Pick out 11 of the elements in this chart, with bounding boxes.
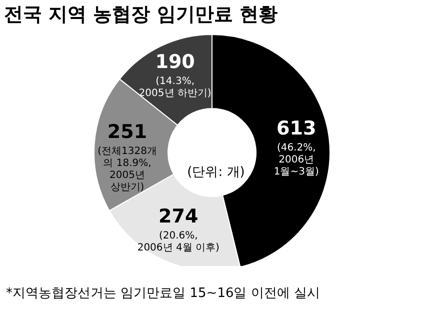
slice-label: (20.6%, 2006년 4월 이후) [137,230,220,254]
data-label: 274 [158,206,198,228]
text: *지역농협장선거는 임기만료일 15~16일 이전에 실시 [5,285,322,303]
text: (단위: 개) [187,165,245,180]
data-label: 190 [155,50,195,73]
chart-title: 전국 지역 농협장 임기만료 현황 [4,4,278,26]
data-label: 251 [107,120,148,143]
data-label: 613 [276,117,316,140]
slice-label: (46.2%, 2006년 1월~3월) [274,142,319,178]
slice-label: (전체1328개 의 18.9%, 2005년 상반기) [98,146,157,193]
slice-label: (14.3%, 2005년 하반기) [138,76,212,99]
